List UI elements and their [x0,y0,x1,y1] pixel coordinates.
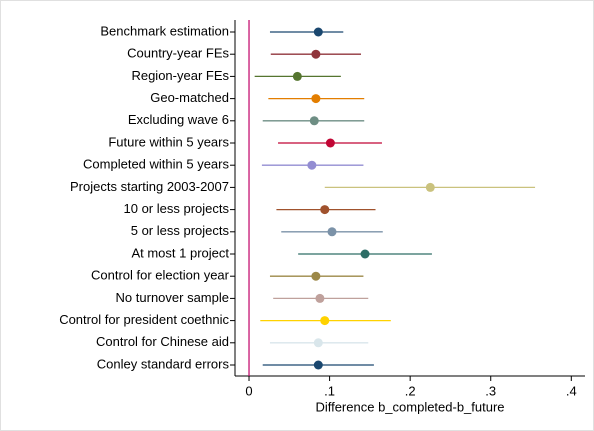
point-estimate [313,27,323,37]
x-tick-label: .2 [405,383,416,398]
point-estimate [311,49,321,59]
y-tick-label: Region-year FEs [131,68,229,83]
y-tick-label: 5 or less projects [131,223,230,238]
y-tick-label: Control for election year [91,268,230,283]
y-tick-label: No turnover sample [116,290,229,305]
point-estimate [360,249,370,259]
point-estimate [327,227,337,237]
point-estimate [311,94,321,104]
x-tick-label: .1 [324,383,335,398]
x-tick-label: .3 [485,383,496,398]
y-tick-label: Excluding wave 6 [128,112,229,127]
y-tick-label: Country-year FEs [127,46,229,61]
y-tick-label: Geo-matched [150,90,229,105]
x-tick-label: .4 [566,383,577,398]
y-tick-label: Benchmark estimation [100,23,229,38]
point-estimate [309,116,319,126]
x-tick-label: 0 [245,383,252,398]
x-axis-label: Difference b_completed-b_future [315,399,504,414]
point-estimate [315,293,325,303]
y-tick-label: Completed within 5 years [83,157,229,172]
point-estimate [425,182,435,192]
y-tick-label: Conley standard errors [97,356,230,371]
point-estimate [311,271,321,281]
point-estimate [320,205,330,215]
y-tick-label: At most 1 project [131,245,229,260]
point-estimate [313,360,323,370]
point-estimate [313,338,323,348]
y-tick-label: 10 or less projects [124,201,230,216]
y-tick-label: Projects starting 2003-2007 [70,179,229,194]
y-tick-label: Future within 5 years [108,134,229,149]
point-estimate [292,71,302,81]
point-estimate [325,138,335,148]
point-estimate [320,316,330,326]
y-tick-label: Control for Chinese aid [96,334,229,349]
y-tick-label: Control for president coethnic [59,312,229,327]
point-estimate [307,160,317,170]
